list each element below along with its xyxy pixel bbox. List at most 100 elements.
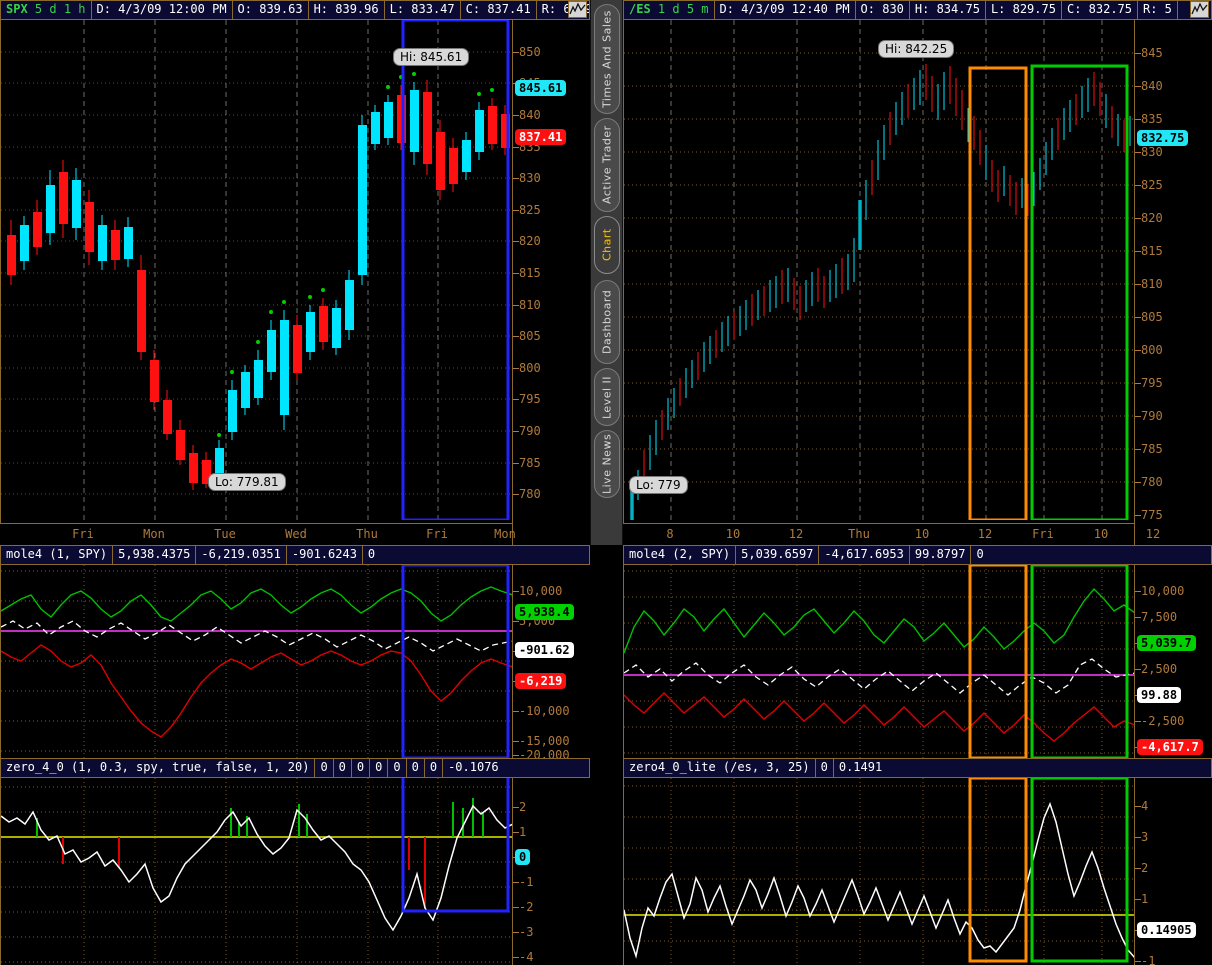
x-tick: 10	[725, 527, 741, 541]
y-tick: -4	[519, 950, 534, 964]
sidebar-item-active-trader[interactable]: Active Trader	[594, 118, 620, 212]
y-tick: 825	[519, 203, 541, 217]
left-mole4-highlight-box	[401, 565, 510, 758]
right-zero-flag-0: 0	[816, 759, 834, 777]
left-zero-flag-5: 0	[407, 759, 425, 777]
right-zero-svg	[624, 778, 1134, 965]
right-mole4-title[interactable]: mole4 (2, SPY)	[624, 546, 737, 564]
mole4-lower-badge: -6,219	[515, 673, 567, 689]
y-tick: 10,000	[1141, 584, 1185, 598]
left-open: O: 839.63	[233, 1, 309, 19]
left-zero-title[interactable]: zero_4_0 (1, 0.3, spy, true, false, 1, 2…	[1, 759, 316, 777]
right-orange-highlight-box	[968, 66, 1028, 520]
sidebar-item-times-and-sales[interactable]: Times And Sales	[594, 4, 620, 114]
y-tick: 810	[519, 298, 541, 312]
left-mole4-v2: -6,219.0351	[196, 546, 287, 564]
right-mole4-plot[interactable]	[623, 565, 1134, 758]
chart-settings-icon[interactable]	[1190, 1, 1209, 18]
left-zero-axis[interactable]: 2 1 -1 -2 -3 -4 -5 0	[512, 778, 590, 965]
last-price-badge: 837.41	[515, 129, 567, 145]
left-price-panel: SPX 5 d 1 h D: 4/3/09 12:00 PM O: 839.63…	[0, 0, 590, 545]
left-price-xaxis: Fri Mon Tue Wed Thu Fri Mon	[0, 523, 516, 545]
sidebar-item-label: Level II	[600, 375, 614, 419]
lo-label: Lo: 779	[629, 476, 688, 494]
left-aggregation[interactable]: 5 d 1 h	[34, 2, 86, 16]
y-tick: 835	[1141, 112, 1163, 126]
y-tick: 815	[519, 266, 541, 280]
right-mole4-v2: -4,617.6953	[819, 546, 910, 564]
right-mole4-v1: 5,039.6597	[736, 546, 820, 564]
right-mole4-svg	[624, 565, 1134, 758]
right-mole4-axis[interactable]: 10,000 7,500 2,500 -2,500 -7,500 5,039.7…	[1134, 565, 1212, 780]
y-tick: 4	[1141, 799, 1149, 813]
y-tick: 830	[1141, 145, 1163, 159]
x-tick: Tue	[214, 527, 236, 541]
right-zero-axis[interactable]: 4 3 2 1 -1 0.14905	[1134, 778, 1212, 965]
chart-settings-icon[interactable]	[568, 1, 587, 18]
y-tick: 790	[519, 424, 541, 438]
y-tick: -1	[1141, 954, 1156, 965]
right-mole4-header: mole4 (2, SPY) 5,039.6597 -4,617.6953 99…	[623, 545, 1212, 565]
left-price-header: SPX 5 d 1 h D: 4/3/09 12:00 PM O: 839.63…	[0, 0, 590, 20]
left-zero-plot[interactable]	[0, 778, 512, 965]
left-mole4-header: mole4 (1, SPY) 5,938.4375 -6,219.0351 -9…	[0, 545, 590, 565]
sidebar-item-live-news[interactable]: Live News	[594, 430, 620, 498]
left-symbol[interactable]: SPX	[6, 2, 28, 16]
y-tick: 3	[1141, 830, 1149, 844]
right-zero-title[interactable]: zero4_0_lite (/es, 3, 25)	[624, 759, 816, 777]
zero-value-badge: 0	[515, 849, 531, 865]
right-price-axis[interactable]: 845 840 835 830 825 820 815 810 805 800 …	[1134, 20, 1212, 545]
right-low: L: 829.75	[986, 1, 1062, 19]
left-low: L: 833.47	[385, 1, 461, 19]
right-symbol[interactable]: /ES	[629, 2, 651, 16]
left-blue-highlight-box	[401, 20, 510, 520]
left-mole4-v3: -901.6243	[287, 546, 363, 564]
right-mole4-v3: 99.8797	[910, 546, 972, 564]
sidebar-item-chart[interactable]: Chart	[594, 216, 620, 274]
right-zero-header: zero4_0_lite (/es, 3, 25) 0 0.1491	[623, 758, 1212, 778]
x-tick: Thu	[356, 527, 378, 541]
last-high-badge: 845.61	[515, 80, 567, 96]
vertical-tab-sidebar: Times And Sales Active Trader Chart Dash…	[590, 0, 623, 545]
left-zero-flag-6: 0	[425, 759, 444, 777]
x-tick: Mon	[143, 527, 165, 541]
right-zero-orange-box	[968, 778, 1028, 963]
sidebar-item-label: Times And Sales	[600, 10, 614, 108]
sidebar-item-dashboard[interactable]: Dashboard	[594, 280, 620, 364]
y-tick: 840	[1141, 79, 1163, 93]
right-aggregation[interactable]: 1 d 5 m	[657, 2, 709, 16]
left-price-plot[interactable]	[0, 20, 512, 545]
y-tick: 815	[1141, 244, 1163, 258]
y-tick: 1	[519, 825, 527, 839]
x-tick: 10	[914, 527, 930, 541]
x-tick: 12	[1145, 527, 1161, 541]
right-zero-plot[interactable]	[623, 778, 1134, 965]
y-tick: 780	[1141, 475, 1163, 489]
left-mole4-title[interactable]: mole4 (1, SPY)	[1, 546, 114, 564]
left-zero-flag-4: 0	[388, 759, 407, 777]
y-tick: 840	[519, 108, 541, 122]
right-price-plot[interactable]	[623, 20, 1134, 545]
y-tick: 7,500	[1141, 610, 1178, 624]
left-date: D: 4/3/09 12:00 PM	[92, 1, 233, 19]
left-mole4-plot[interactable]	[0, 565, 512, 758]
y-tick: -2,500	[1141, 714, 1185, 728]
right-open: O: 830	[856, 1, 910, 19]
left-price-axis[interactable]: 850 845 840 835 830 825 820 815 810 805 …	[512, 20, 590, 545]
right-close: C: 832.75	[1062, 1, 1138, 19]
y-tick: 780	[519, 487, 541, 501]
y-tick: 785	[1141, 442, 1163, 456]
left-mole4-axis[interactable]: 10,000 5,000 0 -5,000 -10,000 -15,000 -2…	[512, 565, 590, 762]
mole4-upper-badge: 5,938.4	[515, 604, 574, 620]
left-zero-flag-3: 0	[370, 759, 389, 777]
x-tick: 8	[666, 527, 674, 541]
y-tick: 830	[519, 171, 541, 185]
y-tick: 800	[519, 361, 541, 375]
hi-label: Hi: 845.61	[393, 48, 470, 66]
right-range: R: 5	[1138, 1, 1178, 19]
y-tick: 820	[1141, 211, 1163, 225]
sidebar-item-level-ii[interactable]: Level II	[594, 368, 620, 426]
left-zero-flag-1: 0	[334, 759, 352, 777]
left-zero-svg	[1, 778, 512, 965]
